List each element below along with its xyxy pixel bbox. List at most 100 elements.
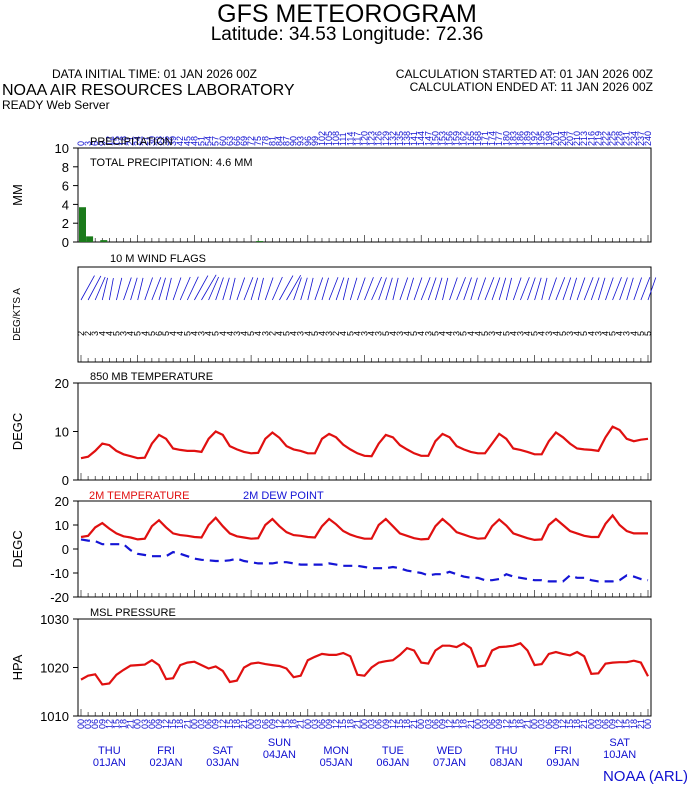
wind-barb	[562, 277, 572, 301]
precip-top-hour-label: 117	[352, 132, 362, 146]
x-hour-label: 00	[133, 719, 143, 729]
wind-speed-label: 5	[381, 331, 391, 336]
x-hour-label: 00	[473, 719, 483, 729]
precip-top-hour-label: 33	[154, 136, 164, 146]
wind-barb	[328, 277, 339, 301]
x-hour-label: 03	[253, 719, 263, 729]
precip-top-hour-label: 48	[189, 136, 199, 146]
wind-barb	[250, 277, 259, 301]
wind-speed-label: 3	[593, 331, 603, 336]
wind-barb	[505, 277, 512, 301]
precip-top-hour-label: 78	[260, 136, 270, 146]
x-hour-label: 12	[388, 719, 398, 729]
wind-barb	[349, 277, 358, 301]
wind-speed-label: 4	[303, 331, 313, 336]
precip-top-hour-label: 3	[83, 141, 93, 146]
precip-top-hour-label: 222	[600, 131, 610, 146]
wind-speed-label: 4	[629, 331, 639, 336]
precip-top-hour-label: 6	[90, 141, 100, 146]
x-hour-label: 12	[558, 719, 568, 729]
wind-speed-label: 4	[466, 331, 476, 336]
wind-barb	[208, 276, 219, 301]
wind-speed-label: 4	[537, 331, 547, 336]
x-hour-label: 03	[423, 719, 433, 729]
wind-barb	[144, 277, 153, 301]
precip-top-hour-label: 111	[338, 132, 348, 146]
server-name: READY Web Server	[2, 98, 110, 112]
lab-name: NOAA AIR RESOURCES LABORATORY	[2, 82, 295, 99]
precip-total-annotation: TOTAL PRECIPITATION: 4.6 MM	[90, 157, 253, 169]
wind-speed-label: 3	[565, 331, 575, 336]
wind-barb	[137, 277, 144, 301]
x-day-weekday: SAT	[609, 737, 630, 749]
wind-speed-label: 4	[388, 331, 398, 336]
temp850-title: 850 MB TEMPERATURE	[90, 371, 213, 383]
x-hour-label: 12	[161, 719, 171, 729]
x-day-weekday: TUE	[382, 745, 404, 757]
wind-barb	[583, 277, 594, 301]
wind-speed-label: 4	[140, 331, 150, 336]
wind-barb	[640, 277, 651, 301]
x-hour-label: 03	[83, 719, 93, 729]
wind-barb	[449, 277, 458, 301]
wind-speed-label: 5	[409, 331, 419, 336]
wind-speed-label: 5	[636, 331, 646, 336]
wind-title: 10 M WIND FLAGS	[110, 253, 206, 265]
x-hour-label: 12	[501, 719, 511, 729]
wind-barb	[158, 277, 166, 301]
temp850-ylabel: DEGC	[10, 413, 25, 451]
precip-top-hour-label: 72	[246, 136, 256, 146]
precip-top-hour-label: 231	[622, 131, 632, 146]
x-hour-label: 06	[90, 719, 100, 729]
x-hour-label: 15	[622, 719, 632, 729]
wind-speed-label: 5	[147, 331, 157, 336]
temp850-ytick-label: 0	[62, 473, 69, 488]
precip-top-hour-label: 177	[494, 131, 504, 146]
temp2m-panel-frame	[77, 500, 652, 598]
precip-ytick-label: 10	[55, 141, 69, 156]
wind-speed-label: 5	[558, 331, 568, 336]
temp850-ytick-label: 10	[55, 425, 69, 440]
wind-barb	[108, 277, 114, 301]
temp2m-panel: -20 -10 0 10 20 DEGC 2M TEMPERATURE 2M DEW POIN…	[10, 490, 652, 605]
wind-barb	[293, 277, 302, 301]
temp850-panel: 0 10 20 DEGC 850 MB TEMPERATURE	[10, 371, 652, 488]
x-day-date: 06JAN	[376, 757, 409, 769]
wind-speed-label: 5	[211, 331, 221, 336]
precip-top-hour-label: 99	[310, 136, 320, 146]
wind-speed-label: 3	[324, 331, 334, 336]
precip-top-hour-label: 90	[289, 136, 299, 146]
temp2m-series-line	[80, 513, 648, 542]
x-hour-label: 18	[345, 719, 355, 729]
wind-barb	[576, 277, 586, 301]
wind-speed-label: 5	[111, 331, 121, 336]
x-day-weekday: WED	[437, 745, 463, 757]
wind-barb	[314, 277, 324, 301]
x-day-weekday: THU	[495, 745, 518, 757]
wind-speed-label: 4	[239, 331, 249, 336]
wind-speed-label: 4	[352, 331, 362, 336]
x-hour-label: 15	[452, 719, 462, 729]
x-day-weekday: THU	[98, 745, 121, 757]
precip-top-hour-label: 45	[182, 136, 192, 146]
x-hour-label: 12	[104, 719, 114, 729]
precip-top-hour-label: 171	[480, 131, 490, 146]
precip-top-hour-label: 225	[608, 131, 618, 146]
mslp-ytick-label: 1020	[40, 661, 69, 676]
wind-barb	[456, 277, 466, 301]
temp2m-ylabel: DEGC	[10, 530, 25, 568]
precip-top-hour-label: 144	[416, 131, 426, 146]
x-hour-label: 12	[218, 719, 228, 729]
wind-speed-label: 3	[374, 331, 384, 336]
x-hour-label: 00	[530, 719, 540, 729]
x-hour-label: 21	[296, 719, 306, 729]
x-day-date: 08JAN	[490, 757, 523, 769]
wind-speed-label: 4	[367, 331, 377, 336]
wind-barb	[378, 277, 387, 301]
x-day-date: 01JAN	[93, 757, 126, 769]
wind-speed-label: 3	[544, 331, 554, 336]
precip-top-hour-label: 9	[97, 141, 107, 146]
wind-speed-label: 4	[274, 331, 284, 336]
x-hour-label: 21	[182, 719, 192, 729]
